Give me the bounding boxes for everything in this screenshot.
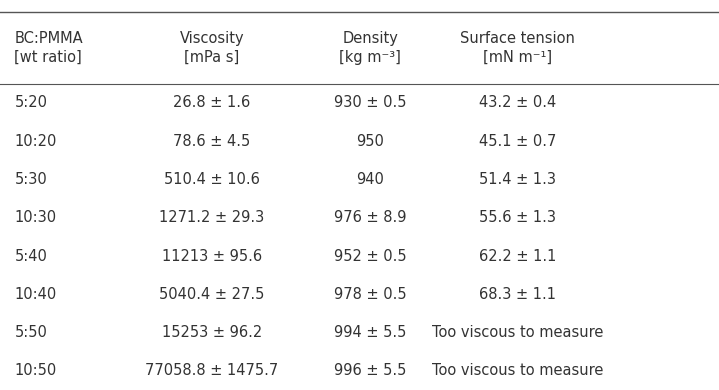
Text: 952 ± 0.5: 952 ± 0.5 bbox=[334, 248, 407, 264]
Text: Too viscous to measure: Too viscous to measure bbox=[432, 363, 603, 378]
Text: 5:20: 5:20 bbox=[14, 96, 47, 110]
Text: 510.4 ± 10.6: 510.4 ± 10.6 bbox=[164, 172, 260, 187]
Text: 77058.8 ± 1475.7: 77058.8 ± 1475.7 bbox=[145, 363, 279, 378]
Text: 5040.4 ± 27.5: 5040.4 ± 27.5 bbox=[160, 287, 265, 302]
Text: 10:50: 10:50 bbox=[14, 363, 57, 378]
Text: 10:30: 10:30 bbox=[14, 210, 57, 225]
Text: 994 ± 5.5: 994 ± 5.5 bbox=[334, 325, 406, 340]
Text: 10:20: 10:20 bbox=[14, 134, 57, 149]
Text: Density
[kg m⁻³]: Density [kg m⁻³] bbox=[339, 31, 401, 65]
Text: 43.2 ± 0.4: 43.2 ± 0.4 bbox=[479, 96, 557, 110]
Text: 55.6 ± 1.3: 55.6 ± 1.3 bbox=[479, 210, 557, 225]
Text: 978 ± 0.5: 978 ± 0.5 bbox=[334, 287, 407, 302]
Text: 11213 ± 95.6: 11213 ± 95.6 bbox=[162, 248, 262, 264]
Text: 950: 950 bbox=[357, 134, 384, 149]
Text: Too viscous to measure: Too viscous to measure bbox=[432, 325, 603, 340]
Text: 51.4 ± 1.3: 51.4 ± 1.3 bbox=[479, 172, 557, 187]
Text: Viscosity
[mPa s]: Viscosity [mPa s] bbox=[180, 31, 244, 65]
Text: 976 ± 8.9: 976 ± 8.9 bbox=[334, 210, 406, 225]
Text: 78.6 ± 4.5: 78.6 ± 4.5 bbox=[173, 134, 251, 149]
Text: 1271.2 ± 29.3: 1271.2 ± 29.3 bbox=[160, 210, 265, 225]
Text: 930 ± 0.5: 930 ± 0.5 bbox=[334, 96, 406, 110]
Text: 996 ± 5.5: 996 ± 5.5 bbox=[334, 363, 406, 378]
Text: 68.3 ± 1.1: 68.3 ± 1.1 bbox=[479, 287, 557, 302]
Text: 5:30: 5:30 bbox=[14, 172, 47, 187]
Text: Surface tension
[mN m⁻¹]: Surface tension [mN m⁻¹] bbox=[460, 31, 575, 65]
Text: 5:40: 5:40 bbox=[14, 248, 47, 264]
Text: 45.1 ± 0.7: 45.1 ± 0.7 bbox=[479, 134, 557, 149]
Text: 15253 ± 96.2: 15253 ± 96.2 bbox=[162, 325, 262, 340]
Text: 5:50: 5:50 bbox=[14, 325, 47, 340]
Text: 26.8 ± 1.6: 26.8 ± 1.6 bbox=[173, 96, 251, 110]
Text: 10:40: 10:40 bbox=[14, 287, 57, 302]
Text: 62.2 ± 1.1: 62.2 ± 1.1 bbox=[479, 248, 557, 264]
Text: BC:PMMA
[wt ratio]: BC:PMMA [wt ratio] bbox=[14, 31, 83, 65]
Text: 940: 940 bbox=[357, 172, 384, 187]
